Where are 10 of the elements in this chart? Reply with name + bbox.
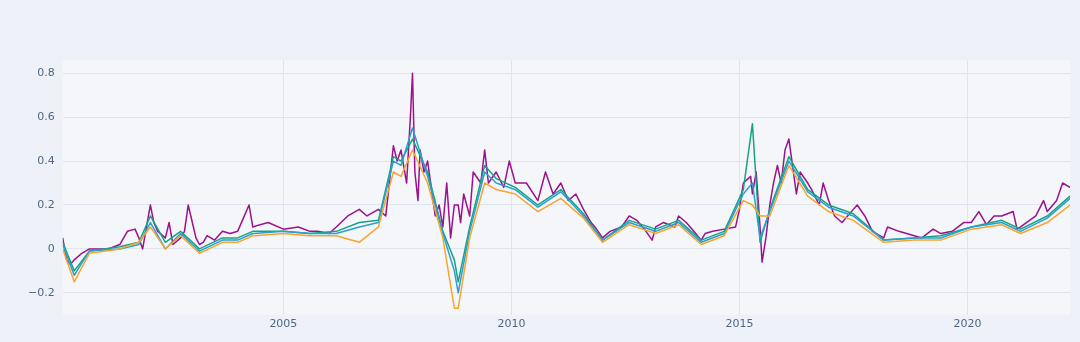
x-tick-label: 2020	[953, 317, 982, 331]
y-tick-label: 0.4	[37, 153, 55, 167]
y-tick-label: 0.8	[37, 66, 55, 80]
y-tick-label: 0	[47, 241, 55, 255]
y-tick-label: 0.2	[37, 197, 55, 211]
y-tick-label: −0.2	[27, 285, 55, 299]
x-tick-label: 2005	[269, 317, 298, 331]
x-tick-label: 2015	[725, 317, 754, 331]
x-tick-label: 2010	[497, 317, 526, 331]
y-tick-label: 0.6	[37, 109, 55, 123]
